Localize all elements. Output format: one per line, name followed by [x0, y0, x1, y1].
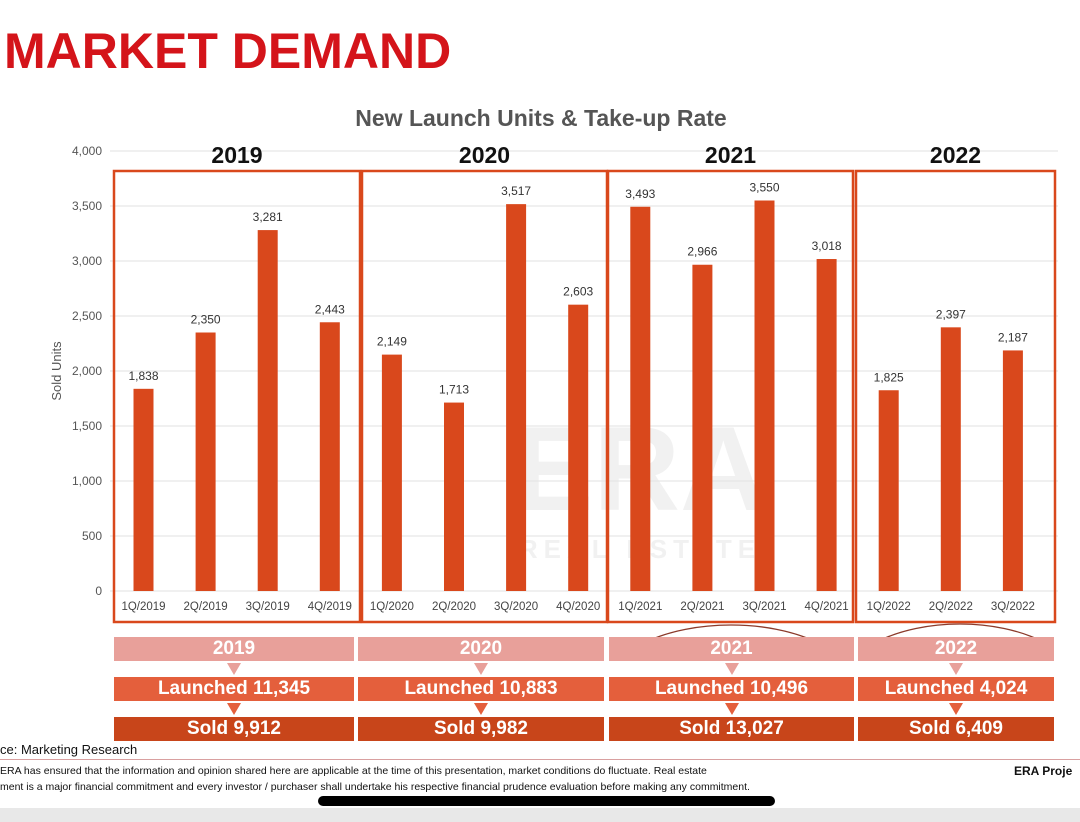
- year-label: 2020: [459, 142, 510, 168]
- x-tick-label: 2Q/2022: [929, 601, 973, 613]
- x-tick-label: 3Q/2022: [991, 601, 1035, 613]
- data-label: 3,018: [812, 239, 842, 253]
- data-label: 2,966: [687, 245, 717, 259]
- data-label: 3,493: [625, 187, 655, 201]
- y-axis-label: Sold Units: [49, 341, 64, 401]
- y-tick-label: 4,000: [72, 144, 102, 158]
- summary-year: 2019: [114, 637, 354, 661]
- x-tick-label: 1Q/2022: [867, 601, 911, 613]
- home-indicator[interactable]: [318, 796, 775, 806]
- bar: [630, 206, 651, 591]
- summary-launched: Launched 10,496: [609, 677, 854, 701]
- data-label: 2,350: [191, 313, 221, 327]
- bar: [878, 390, 899, 591]
- x-tick-label: 1Q/2021: [618, 601, 662, 613]
- disclaimer-line-1: ERA has ensured that the information and…: [0, 765, 707, 777]
- y-tick-label: 1,500: [72, 419, 102, 433]
- x-tick-label: 1Q/2019: [121, 601, 165, 613]
- x-tick-label: 4Q/2021: [805, 601, 849, 613]
- year-box: [112, 169, 362, 624]
- bar: [133, 388, 154, 591]
- divider: [0, 759, 1080, 760]
- down-arrow-icon: [227, 663, 241, 675]
- chart-title: New Launch Units & Take-up Rate: [355, 105, 726, 131]
- x-tick-label: 1Q/2020: [370, 601, 414, 613]
- summary-launched: Launched 4,024: [858, 677, 1054, 701]
- highlight-circle-2021: [648, 624, 814, 640]
- disclaimer-line-2: ment is a major financial commitment and…: [0, 781, 750, 793]
- year-label: 2019: [211, 142, 262, 168]
- down-arrow-icon: [949, 703, 963, 715]
- year-label: 2021: [705, 142, 756, 168]
- page-title: MARKET DEMAND: [4, 23, 452, 79]
- x-tick-label: 3Q/2019: [246, 601, 290, 613]
- x-tick-label: 3Q/2021: [742, 601, 786, 613]
- x-tick-label: 2Q/2019: [184, 601, 228, 613]
- data-label: 2,443: [315, 302, 345, 316]
- summary-sold: Sold 9,982: [358, 717, 604, 741]
- data-label: 1,713: [439, 383, 469, 397]
- down-arrow-icon: [724, 703, 739, 715]
- summary-sold: Sold 9,912: [114, 717, 354, 741]
- x-tick-label: 2Q/2020: [432, 601, 476, 613]
- y-tick-label: 0: [95, 584, 102, 598]
- bar: [816, 259, 837, 591]
- data-label: 2,149: [377, 335, 407, 349]
- down-arrow-icon: [949, 663, 963, 675]
- y-tick-label: 2,000: [72, 364, 102, 378]
- source-note: ce: Marketing Research: [0, 742, 138, 757]
- summary-sold: Sold 13,027: [609, 717, 854, 741]
- bar: [257, 230, 278, 591]
- summary-launched: Launched 11,345: [114, 677, 354, 701]
- data-label: 2,603: [563, 285, 593, 299]
- x-tick-label: 4Q/2020: [556, 601, 600, 613]
- project-label: ERA Proje: [1014, 764, 1073, 778]
- summary-sold: Sold 6,409: [858, 717, 1054, 741]
- data-label: 3,550: [749, 181, 779, 195]
- down-arrow-icon: [474, 703, 488, 715]
- summary-year: 2022: [858, 637, 1054, 661]
- bar: [444, 402, 464, 591]
- highlight-circle-2022: [879, 623, 1041, 640]
- y-tick-label: 2,500: [72, 309, 102, 323]
- bar: [940, 327, 961, 591]
- down-arrow-icon: [474, 663, 488, 675]
- bar: [506, 204, 527, 591]
- year-label: 2022: [930, 142, 981, 168]
- y-tick-label: 3,000: [72, 254, 102, 268]
- bar: [568, 304, 589, 591]
- x-tick-label: 3Q/2020: [494, 601, 538, 613]
- bottom-bar: [0, 808, 1080, 822]
- bar: [1002, 350, 1023, 591]
- data-label: 2,397: [936, 307, 966, 321]
- data-label: 2,187: [998, 330, 1028, 344]
- year-box: [606, 169, 855, 624]
- down-arrow-icon: [724, 663, 739, 675]
- down-arrow-icon: [227, 703, 241, 715]
- y-tick-label: 500: [82, 529, 102, 543]
- y-tick-label: 3,500: [72, 199, 102, 213]
- x-tick-label: 2Q/2021: [680, 601, 724, 613]
- year-box: [854, 169, 1057, 624]
- bar: [195, 332, 216, 591]
- data-label: 1,825: [874, 370, 904, 384]
- x-tick-label: 4Q/2019: [308, 601, 352, 613]
- y-tick-label: 1,000: [72, 474, 102, 488]
- bar-chart: ERAREAL ESTATENew Launch Units & Take-up…: [49, 105, 1058, 640]
- bar: [754, 200, 775, 591]
- bar: [319, 322, 340, 591]
- summary-year: 2021: [609, 637, 854, 661]
- summary-launched: Launched 10,883: [358, 677, 604, 701]
- bar: [381, 354, 402, 591]
- data-label: 1,838: [128, 369, 158, 383]
- summary-year: 2020: [358, 637, 604, 661]
- data-label: 3,281: [253, 210, 283, 224]
- data-label: 3,517: [501, 184, 531, 198]
- bar: [692, 264, 713, 591]
